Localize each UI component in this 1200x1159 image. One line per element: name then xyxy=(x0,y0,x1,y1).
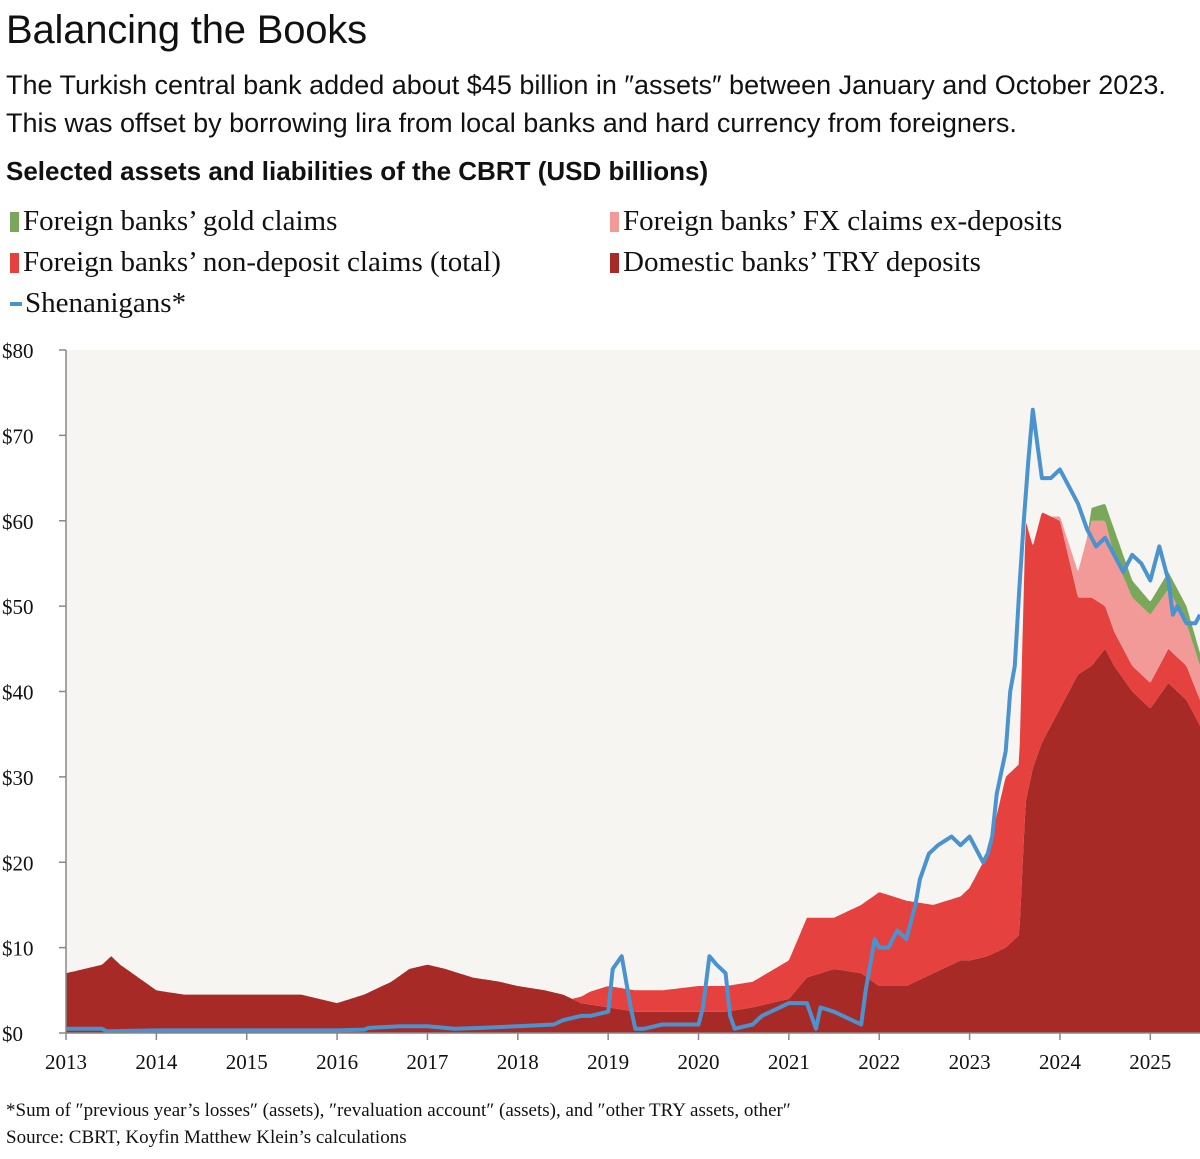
legend-label-nondep: Foreign banks’ non-deposit claims (total… xyxy=(23,246,501,278)
chart-svg: $0 $10 $20 $30 $40 $50 $60 $70 $80 2013 2014 2015 20… xyxy=(2,339,1200,1074)
y-tick-label: $40 xyxy=(2,681,34,705)
y-tick-label: $60 xyxy=(2,510,34,534)
y-tick-label: $80 xyxy=(2,339,34,363)
chart-title: Balancing the Books xyxy=(6,8,367,52)
series-layer xyxy=(66,407,1200,1034)
x-tick-label: 2022 xyxy=(858,1050,900,1074)
legend-swatch-nondep xyxy=(10,252,19,273)
x-tick-label: 2015 xyxy=(226,1050,268,1074)
x-tick-label: 2021 xyxy=(768,1050,810,1074)
legend-swatch-fx xyxy=(610,211,619,232)
legend-item-nondep: Foreign banks’ non-deposit claims (total… xyxy=(10,246,501,279)
line-shenanigans xyxy=(66,407,1200,1034)
chart-heading: Selected assets and liabilities of the C… xyxy=(6,156,709,186)
x-tick-label: 2016 xyxy=(316,1050,358,1074)
y-tick-label: $50 xyxy=(2,595,34,619)
y-tick-label: $30 xyxy=(2,766,34,790)
legend-swatch-shen xyxy=(10,301,22,306)
legend-swatch-gold xyxy=(10,211,19,232)
y-tick-label: $0 xyxy=(2,1022,23,1046)
y-tick-label: $20 xyxy=(2,851,34,875)
area-fx xyxy=(66,512,1200,1004)
legend-item-gold: Foreign banks’ gold claims xyxy=(10,205,337,238)
x-tick-label: 2014 xyxy=(135,1050,178,1074)
x-tick-label: 2024 xyxy=(1039,1050,1082,1074)
legend-item-fx: Foreign banks’ FX claims ex-deposits xyxy=(610,205,1062,238)
legend-label-shen: Shenanigans* xyxy=(25,287,187,319)
area-try-dep xyxy=(66,649,1200,1033)
footnote: *Sum of ″previous year’s losses″ (assets… xyxy=(6,1100,791,1121)
axis-layer: $0 $10 $20 $30 $40 $50 $60 $70 $80 2013 2014 2015 20… xyxy=(2,339,1200,1074)
x-tick-label: 2025 xyxy=(1129,1050,1171,1074)
footnote-block: *Sum of ″previous year’s losses″ (assets… xyxy=(6,1097,791,1151)
x-tick-label: 2017 xyxy=(406,1050,448,1074)
y-tick-label: $70 xyxy=(2,424,34,448)
x-tick-label: 2023 xyxy=(949,1050,991,1074)
legend-label-fx: Foreign banks’ FX claims ex-deposits xyxy=(623,205,1063,237)
legend-label-gold: Foreign banks’ gold claims xyxy=(23,205,338,237)
legend-item-try-dep: Domestic banks’ TRY deposits xyxy=(610,246,981,279)
x-tick-label: 2020 xyxy=(678,1050,720,1074)
legend-item-shen: Shenanigans* xyxy=(10,287,186,320)
x-tick-label: 2019 xyxy=(587,1050,629,1074)
x-tick-label: 2013 xyxy=(45,1050,87,1074)
legend-label-try-dep: Domestic banks’ TRY deposits xyxy=(623,246,981,278)
y-tick-label: $10 xyxy=(2,937,34,961)
legend-swatch-try-dep xyxy=(610,252,619,273)
source-note: Source: CBRT, Koyfin Matthew Klein’s cal… xyxy=(6,1127,407,1148)
chart-subtitle: The Turkish central bank added about $45… xyxy=(6,70,1166,138)
x-tick-label: 2018 xyxy=(497,1050,539,1074)
